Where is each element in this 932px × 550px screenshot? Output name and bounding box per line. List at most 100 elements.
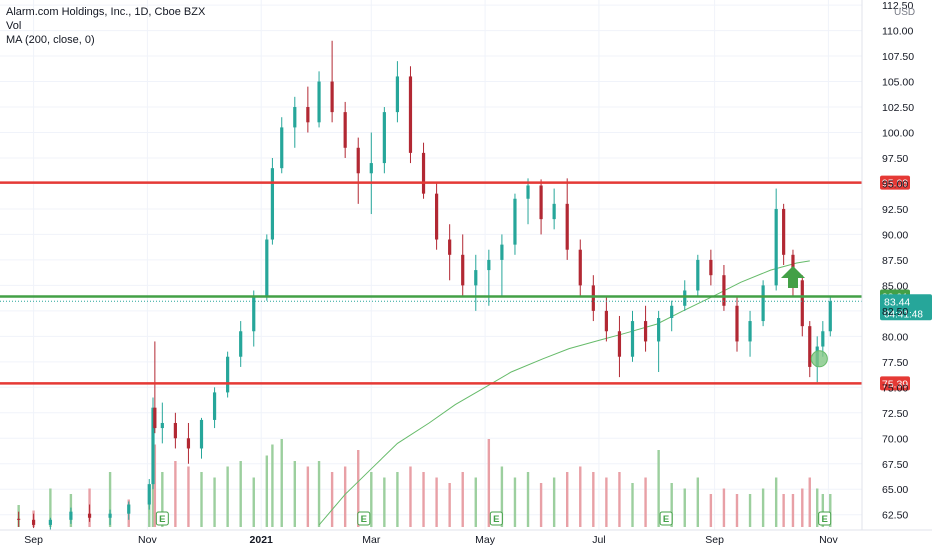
candle-body xyxy=(461,254,465,286)
price-tick-label: 100.00 xyxy=(882,128,914,140)
volume-bar xyxy=(49,488,52,527)
candle-body xyxy=(270,168,275,240)
chart-legend: Alarm.com Holdings, Inc., 1D, Cboe BZX V… xyxy=(6,5,205,47)
candle-body xyxy=(643,321,648,342)
volume-bar xyxy=(383,477,386,527)
volume-bar xyxy=(213,477,216,527)
candle-body xyxy=(774,208,778,286)
price-tick-label: 97.50 xyxy=(882,153,908,165)
candle-body xyxy=(226,356,230,393)
candle-body xyxy=(369,163,373,174)
time-tick-label: Mar xyxy=(362,534,381,546)
volume-bar xyxy=(271,444,274,527)
candle-body xyxy=(487,259,491,271)
volume-bar xyxy=(821,494,825,527)
time-tick-label: Sep xyxy=(705,534,724,546)
candle-body xyxy=(617,331,622,357)
volume-bar xyxy=(343,466,347,527)
candle-body xyxy=(421,152,426,194)
volume-bar xyxy=(252,477,255,527)
candle-body xyxy=(683,290,687,306)
volume-bar xyxy=(239,461,242,527)
volume-bar xyxy=(552,477,556,527)
time-axis[interactable]: Sep Nov 2021 Mar May Jul Sep Nov xyxy=(0,529,932,546)
price-tick-label: 105.00 xyxy=(882,77,914,89)
volume-bar xyxy=(422,472,425,527)
price-tick-label: 107.50 xyxy=(882,51,914,63)
candle-body xyxy=(173,422,177,439)
symbol-title[interactable]: Alarm.com Holdings, Inc., 1D, Cboe BZX xyxy=(6,6,206,18)
volume-bar xyxy=(396,472,399,527)
candle-body xyxy=(696,259,700,291)
candle-body xyxy=(709,259,713,276)
price-tick-label: 82.50 xyxy=(882,306,908,318)
last-price-label-bg xyxy=(880,294,932,321)
volume-bar xyxy=(357,450,360,527)
last-price-label: 83.44 xyxy=(884,296,910,308)
candle-body xyxy=(306,107,310,123)
time-tick-label: Jul xyxy=(592,534,605,546)
ma-line xyxy=(318,260,810,526)
candle-body xyxy=(821,331,825,347)
currency-label: USD xyxy=(894,7,915,18)
volume-bar xyxy=(801,488,804,527)
volume-bar xyxy=(174,461,177,527)
volume-bar xyxy=(330,472,334,527)
volume-bar xyxy=(280,439,283,527)
candle-body xyxy=(591,285,595,311)
time-tick-label: Nov xyxy=(138,534,157,546)
candle-body xyxy=(293,107,297,128)
candle-body xyxy=(87,513,92,518)
volume-bar xyxy=(487,439,491,527)
candle-body xyxy=(395,76,400,113)
earnings-badge xyxy=(357,511,371,526)
volume-bar xyxy=(409,466,412,527)
time-tick-label: Nov xyxy=(819,534,838,546)
candle-body xyxy=(408,76,413,153)
volume-bar xyxy=(631,483,634,527)
volume-bar xyxy=(709,494,713,527)
volume-bar xyxy=(226,466,229,527)
candle-body xyxy=(500,244,504,260)
price-axis[interactable]: 112.50 110.00 107.50 105.00 102.50 100.00 97.5… xyxy=(861,0,915,530)
volume-bar xyxy=(500,466,504,527)
candle-body xyxy=(474,270,478,286)
up-arrow-icon xyxy=(781,266,805,288)
price-tick-label: 62.50 xyxy=(882,510,908,522)
moving-average xyxy=(318,260,810,526)
volume-bar xyxy=(735,494,739,527)
earnings-icon: E xyxy=(663,514,669,525)
candle-body xyxy=(526,185,530,199)
candle-body xyxy=(31,519,36,525)
earnings-icon: E xyxy=(493,514,499,525)
resistance-line-label-bg xyxy=(880,175,910,190)
candle-body xyxy=(252,295,256,332)
ma-legend[interactable]: MA (200, close, 0) xyxy=(6,34,95,46)
time-tick-label: May xyxy=(475,534,496,546)
volume-bar xyxy=(644,477,647,527)
candlesticks xyxy=(17,40,832,530)
candle-body xyxy=(748,321,752,342)
candle-body xyxy=(356,147,360,174)
candle-body xyxy=(539,185,543,220)
volume-legend[interactable]: Vol xyxy=(6,20,22,32)
grid xyxy=(0,0,862,530)
support-line-label: 75.39 xyxy=(882,378,908,390)
candle-body xyxy=(48,519,52,525)
candle-body xyxy=(382,112,386,164)
volume-bar xyxy=(829,494,832,527)
candle-body xyxy=(604,310,608,332)
volume-bar xyxy=(670,483,673,527)
candle-body xyxy=(212,392,217,420)
earnings-icon: E xyxy=(159,514,165,525)
candle-body xyxy=(160,422,164,429)
candle-body xyxy=(434,193,439,240)
volume-bar xyxy=(539,483,543,527)
candle-body xyxy=(186,438,191,449)
candle-body xyxy=(670,305,674,318)
candle-body xyxy=(317,81,321,123)
price-tick-label: 112.50 xyxy=(882,0,913,12)
